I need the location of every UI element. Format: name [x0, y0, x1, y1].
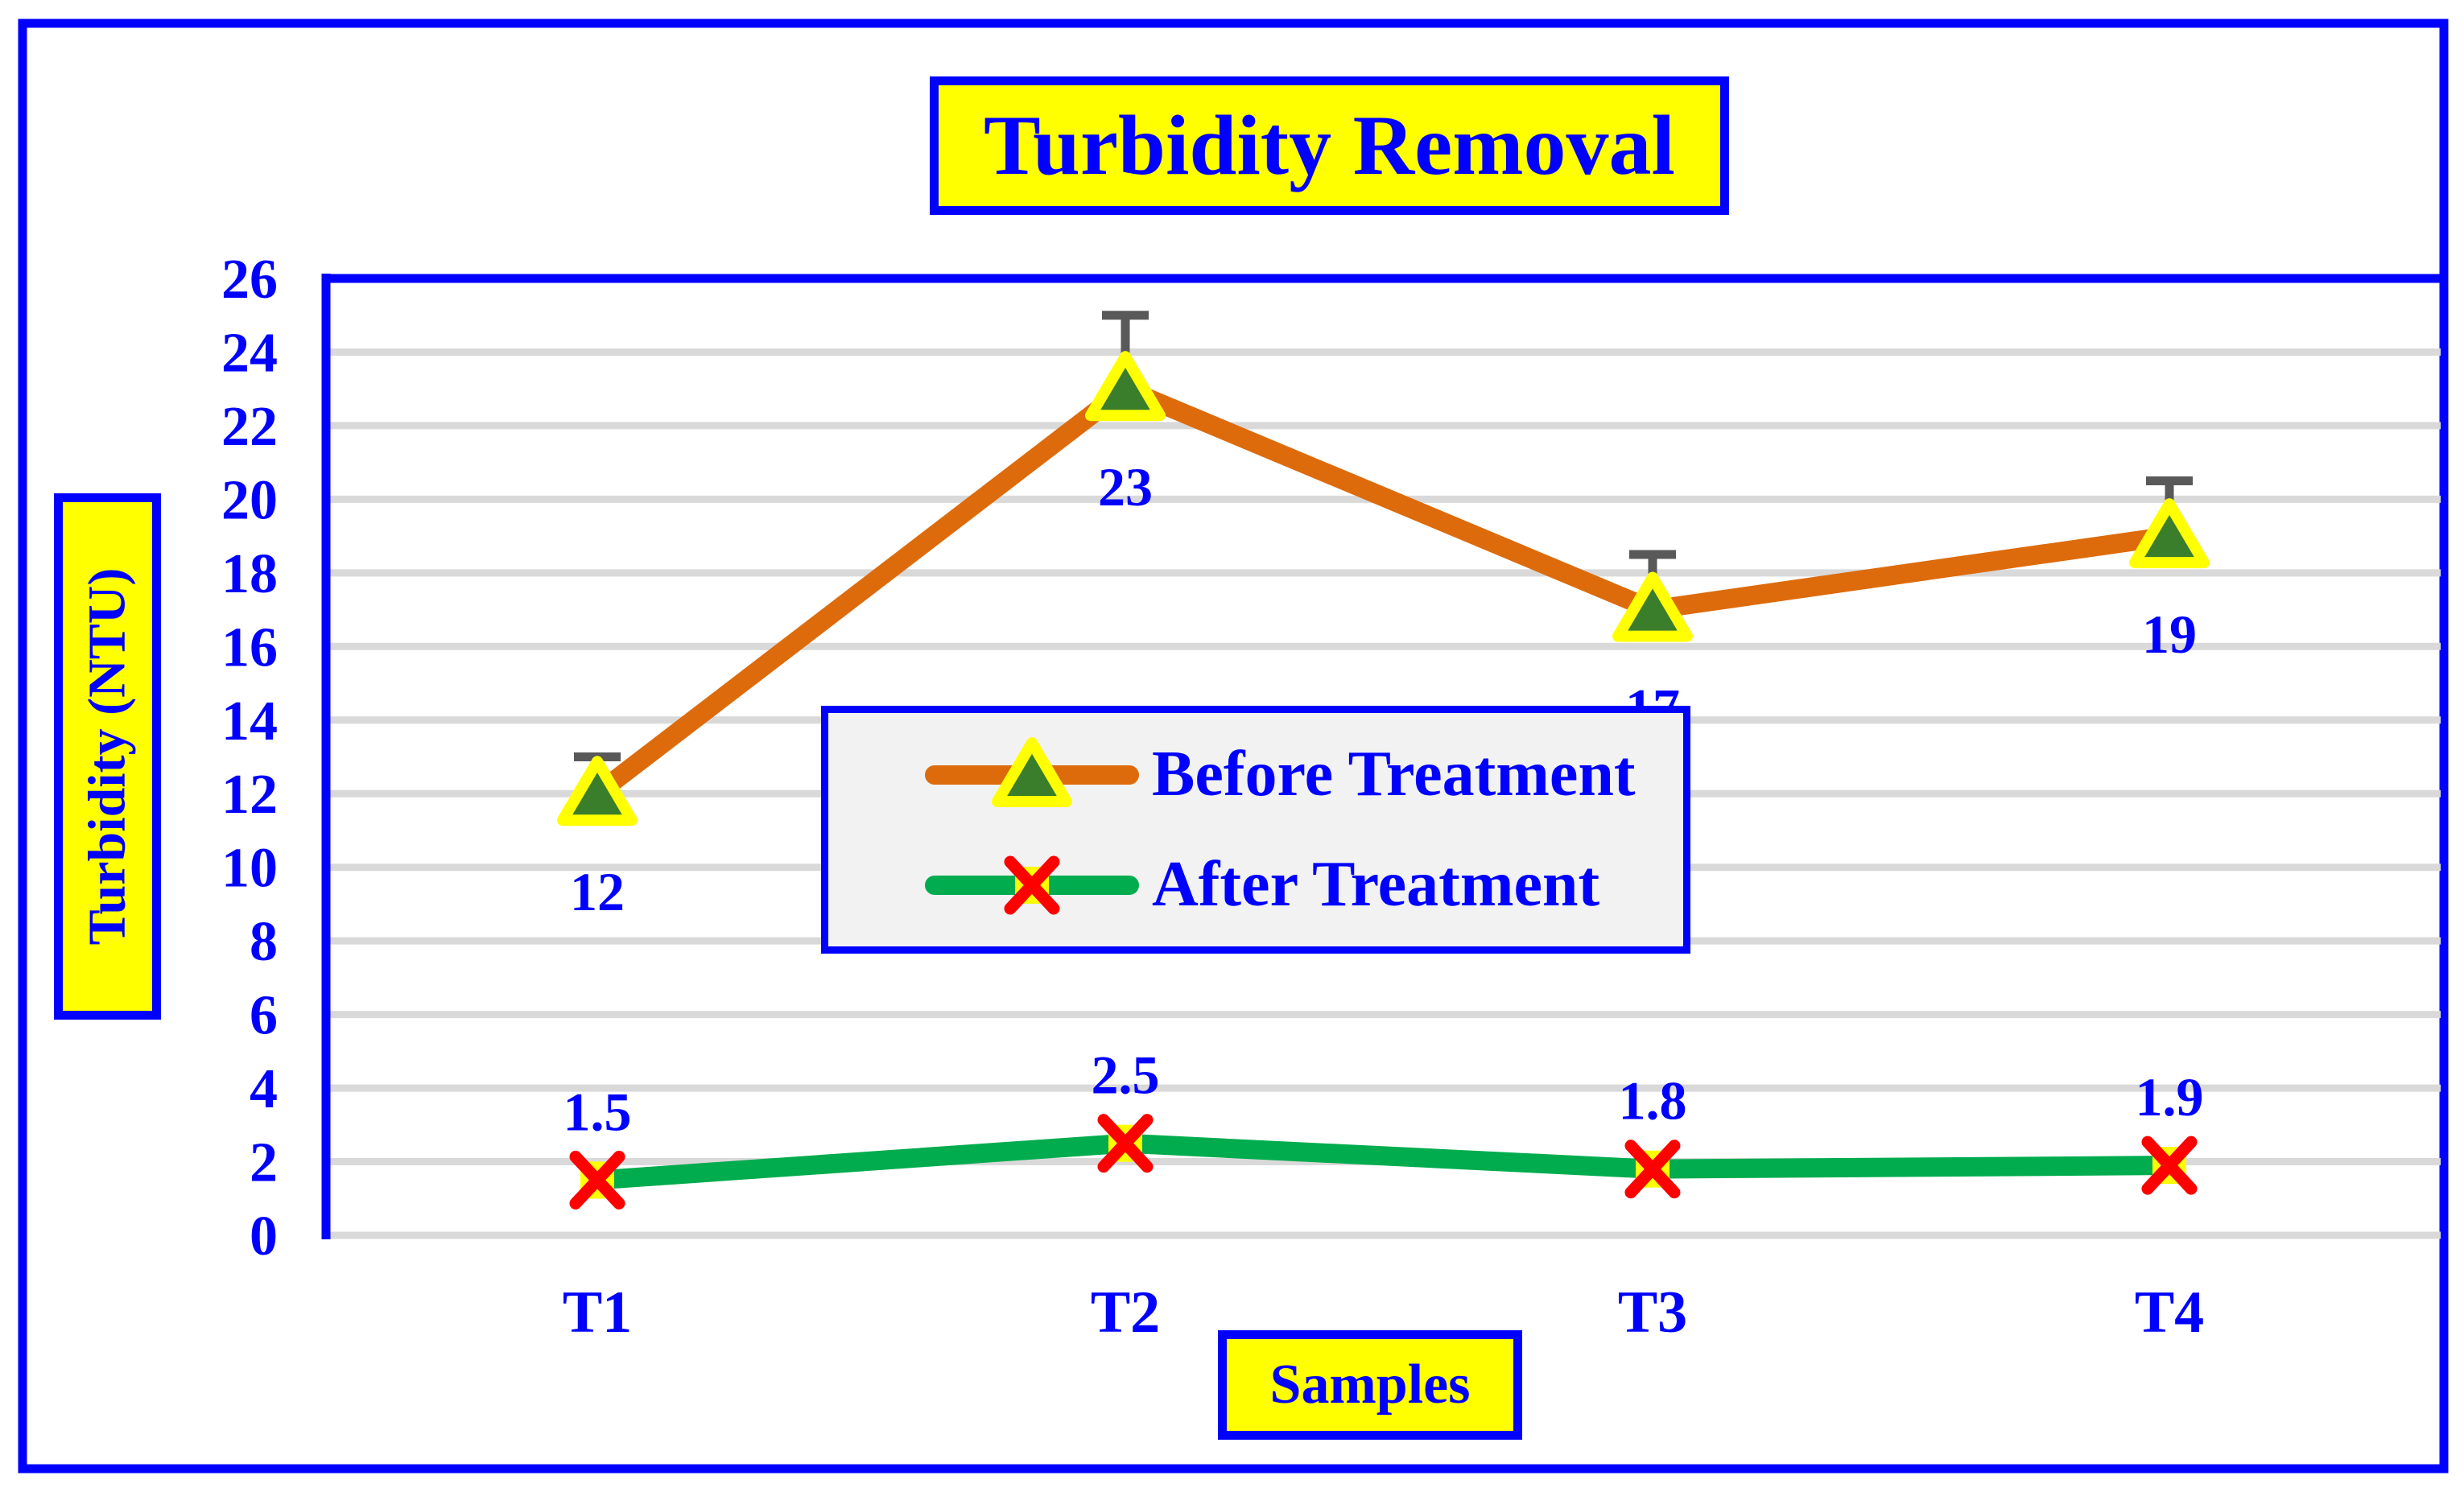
y-tick-label: 18: [221, 543, 278, 605]
y-tick-label: 26: [221, 249, 278, 311]
y-tick-label: 12: [221, 764, 278, 826]
y-tick-label: 16: [221, 616, 278, 678]
y-axis-title-box: Turbidity (NTU): [54, 493, 161, 1020]
y-tick-label: 4: [250, 1058, 278, 1120]
figure-border: [18, 19, 2449, 1474]
y-tick-label: 10: [221, 838, 278, 900]
legend-swatch: [925, 855, 1139, 914]
y-tick-label: 24: [221, 322, 278, 384]
y-tick-label: 14: [221, 690, 278, 752]
data-point-marker-triangle: [992, 736, 1072, 807]
legend-swatch: [925, 736, 1139, 807]
x-category-label: T3: [1618, 1280, 1687, 1346]
legend-entry: Before Treatment: [923, 731, 1683, 819]
x-axis-title: Samples: [1269, 1354, 1471, 1416]
data-label: 23: [1098, 456, 1153, 517]
data-point-marker-x: [1097, 1114, 1154, 1173]
data-point-marker-triangle: [1612, 571, 1693, 642]
y-tick-label: 22: [221, 396, 278, 458]
y-tick-label: 2: [250, 1132, 278, 1194]
data-point-marker-x: [1624, 1140, 1681, 1199]
legend-label: After Treatment: [1152, 849, 1600, 920]
y-tick-label: 6: [250, 985, 278, 1047]
legend: Before Treatment After Treatment: [821, 706, 1690, 954]
data-label: 1.8: [1619, 1070, 1687, 1131]
y-tick-label: 0: [250, 1206, 278, 1267]
legend-label: Before Treatment: [1152, 739, 1636, 810]
data-label: 19: [2142, 604, 2197, 665]
legend-entry: After Treatment: [923, 841, 1683, 929]
y-axis-title: Turbidity (NTU): [77, 567, 137, 946]
data-label: 12: [570, 861, 625, 922]
x-category-label: T1: [563, 1280, 632, 1346]
y-tick-label: 20: [221, 469, 278, 531]
y-tick-label: 8: [250, 911, 278, 973]
series-line: [588, 1133, 2179, 1190]
data-point-marker-triangle: [1085, 351, 1166, 422]
data-point-marker-x: [569, 1150, 625, 1210]
data-point-marker-x: [1004, 855, 1060, 914]
data-point-marker-triangle: [557, 756, 638, 826]
x-category-label: T4: [2135, 1280, 2204, 1346]
data-point-marker-triangle: [2129, 498, 2210, 569]
data-label: 1.9: [2136, 1066, 2204, 1127]
chart-title: Turbidity Removal: [984, 98, 1675, 192]
series-line: [588, 379, 2179, 804]
x-axis-title-box: Samples: [1218, 1330, 1522, 1440]
data-point-marker-x: [2141, 1136, 2198, 1195]
data-label: 1.5: [563, 1081, 632, 1142]
x-category-label: T2: [1091, 1280, 1160, 1346]
chart-title-box: Turbidity Removal: [930, 76, 1729, 215]
data-label: 2.5: [1092, 1045, 1160, 1106]
